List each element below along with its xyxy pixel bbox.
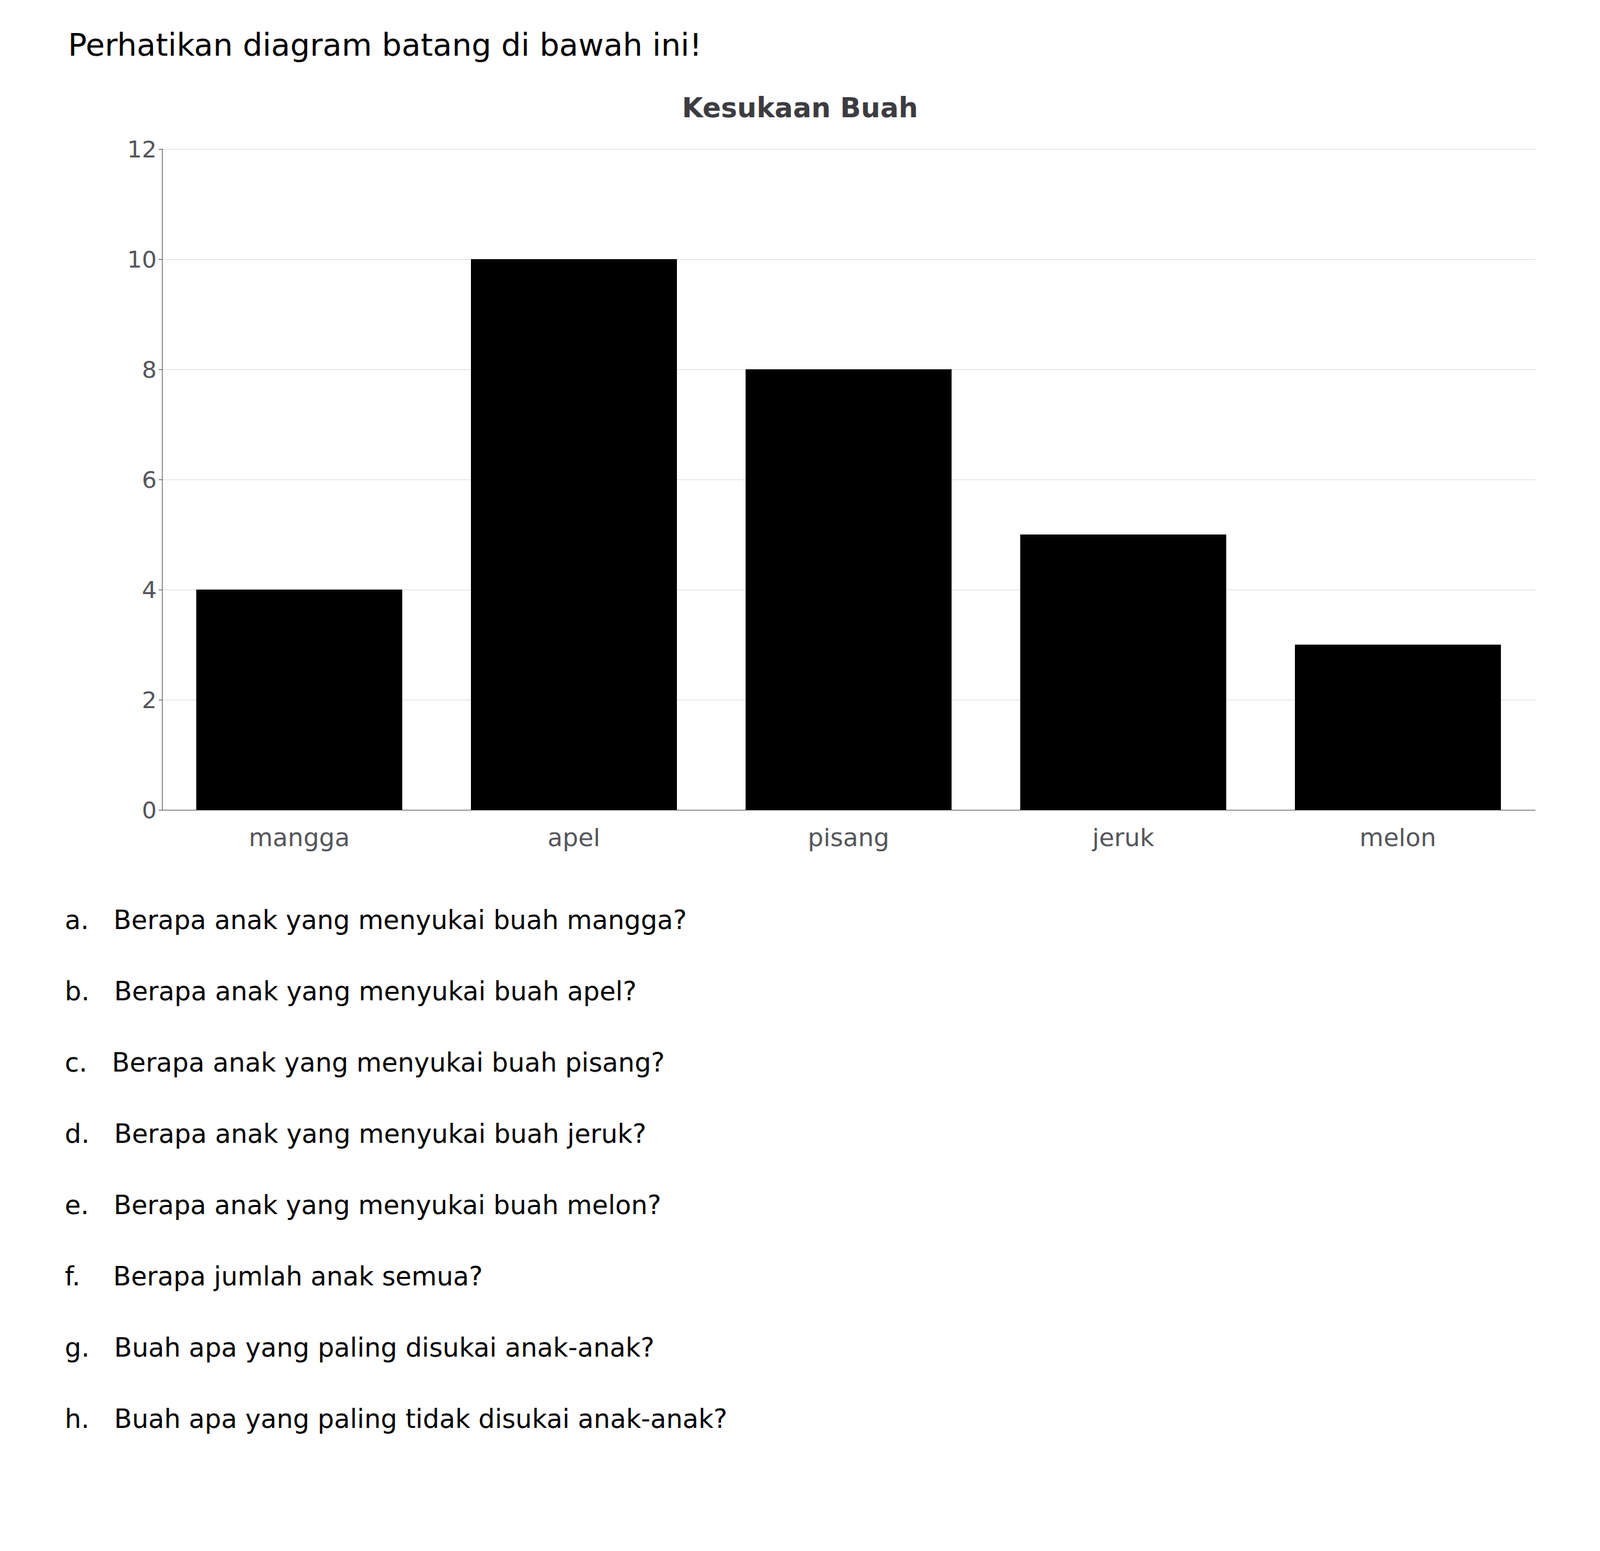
svg-text:f. Berapa jumlah anak semua: f. Berapa jumlah anak semua? [64, 1261, 483, 1292]
svg-text:10: 10 [126, 246, 157, 273]
svg-text:0: 0 [141, 796, 157, 824]
svg-text:melon: melon [1359, 823, 1437, 852]
svg-text:jeruk: jeruk [1091, 823, 1155, 852]
svg-text:apel: apel [547, 823, 600, 852]
svg-text:b. Berapa anak yang menyukai: b. Berapa anak yang menyukai buah apel? [64, 976, 637, 1006]
svg-text:Perhatikan diagram batang di b: Perhatikan diagram batang di bawah ini! [68, 26, 702, 63]
svg-text:4: 4 [141, 576, 157, 604]
svg-text:2: 2 [141, 686, 157, 714]
svg-text:12: 12 [126, 136, 157, 163]
svg-text:d. Berapa anak yang menyukai: d. Berapa anak yang menyukai buah jeruk? [64, 1118, 647, 1149]
svg-text:a. Berapa anak yang menyukai: a. Berapa anak yang menyukai buah mangga… [64, 904, 687, 935]
svg-text:e. Berapa anak yang menyukai: e. Berapa anak yang menyukai buah melon? [64, 1189, 662, 1220]
svg-text:g. Buah apa yang paling disu: g. Buah apa yang paling disukai anak-ana… [64, 1332, 655, 1363]
svg-text:8: 8 [141, 356, 157, 383]
svg-text:h. Buah apa yang paling tida: h. Buah apa yang paling tidak disukai an… [64, 1403, 728, 1434]
svg-text:mangga: mangga [248, 823, 350, 852]
svg-text:c. Berapa anak yang menyukai: c. Berapa anak yang menyukai buah pisang… [64, 1047, 665, 1078]
svg-text:6: 6 [141, 466, 157, 493]
svg-text:pisang: pisang [807, 823, 890, 852]
svg-text:Kesukaan Buah: Kesukaan Buah [682, 91, 919, 124]
